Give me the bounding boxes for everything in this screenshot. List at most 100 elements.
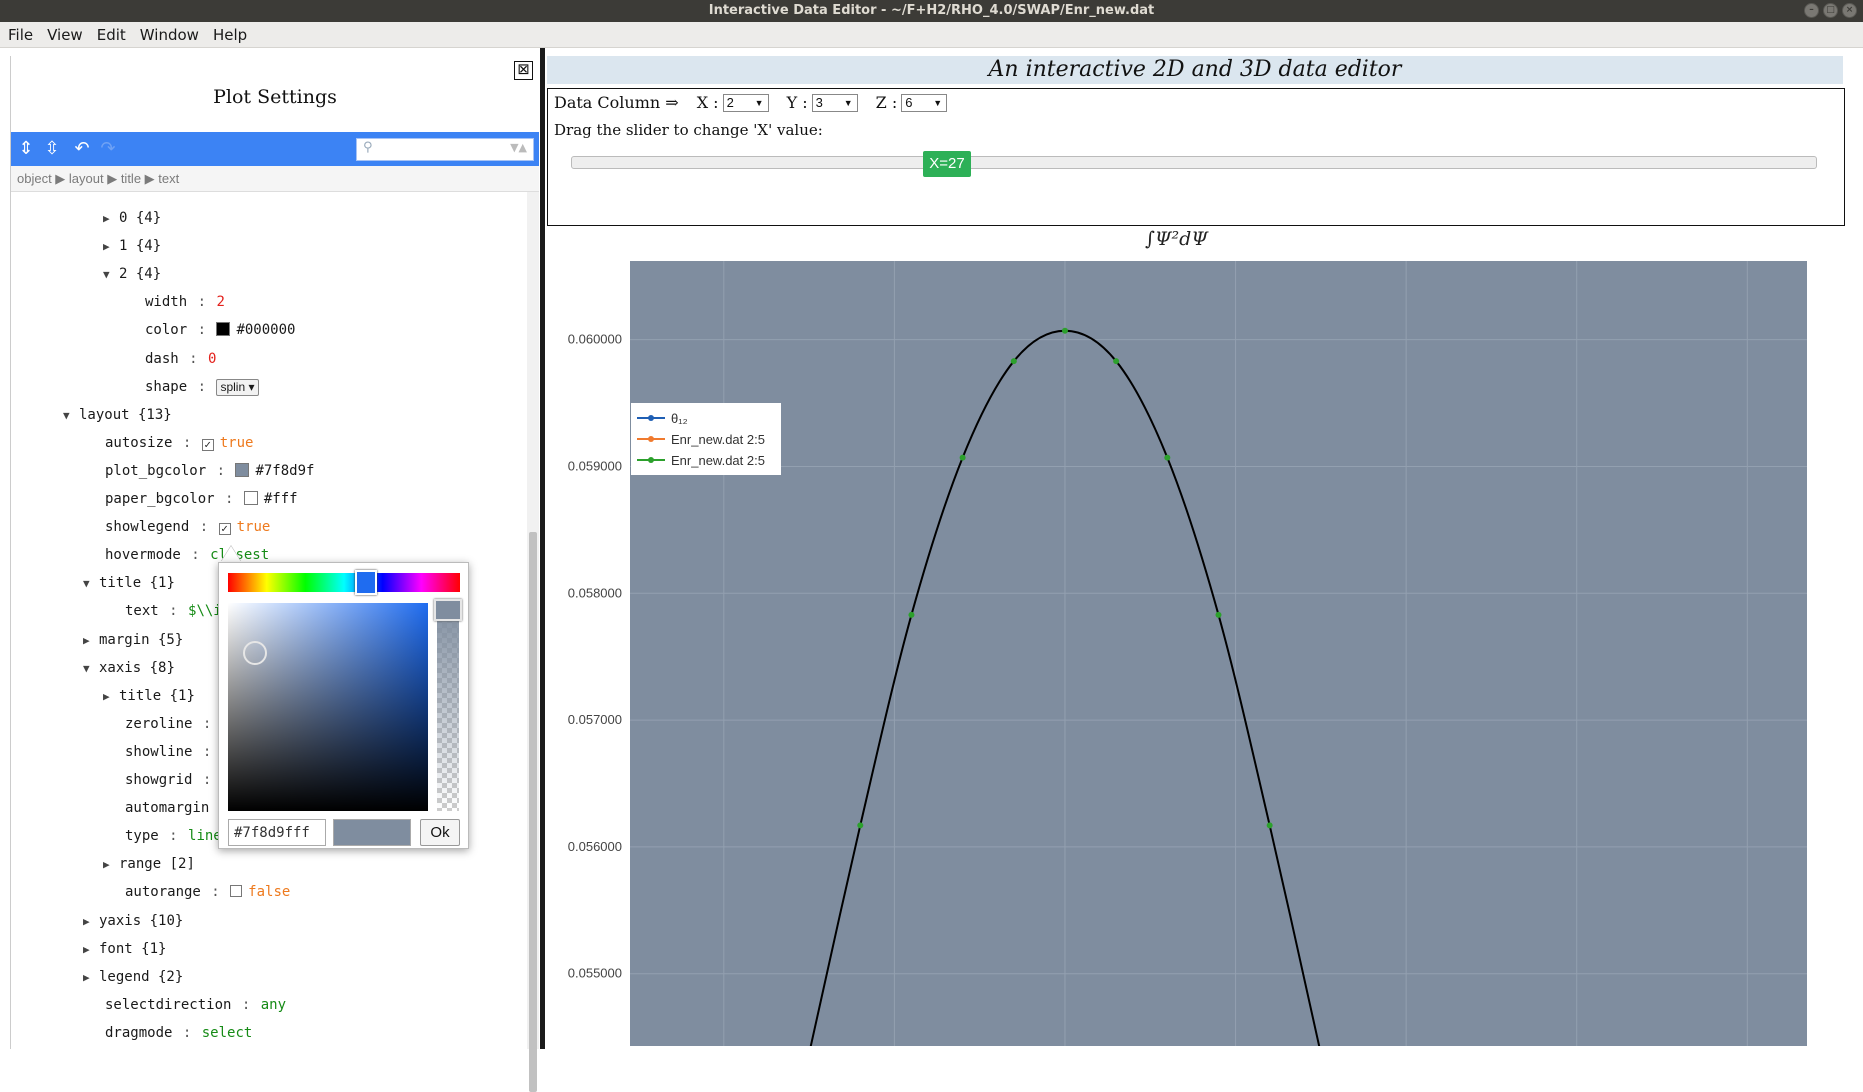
hue-handle[interactable]	[355, 570, 377, 595]
legend-marker	[648, 436, 654, 442]
tree-row-autorange[interactable]: autorange : false	[125, 884, 290, 900]
menu-view[interactable]: View	[47, 25, 83, 44]
menu-file[interactable]: File	[8, 25, 34, 44]
tree-row-shape[interactable]: shape : splin ▾	[145, 378, 259, 396]
expand-arrow-icon[interactable]: ▶	[83, 942, 90, 956]
checkbox[interactable]: ✓	[218, 523, 231, 536]
tree-count: {4}	[127, 210, 162, 226]
tree-row-color[interactable]: color : #000000	[145, 322, 295, 338]
expand-arrow-icon[interactable]: ▶	[83, 914, 90, 928]
y-column-select[interactable]: 3	[811, 93, 858, 112]
tree-key: yaxis	[99, 912, 142, 929]
expand-arrow-icon[interactable]: ▶	[103, 212, 110, 225]
tree-row-0[interactable]: ▶ 0 {4}	[103, 210, 161, 226]
tree-colon: :	[189, 294, 215, 311]
collapse-all-icon[interactable]: ⇳	[44, 138, 60, 159]
saturation-value-area[interactable]	[228, 603, 428, 811]
x-column-select[interactable]: 2	[722, 93, 769, 112]
y-tick-label: 0.056000	[568, 839, 622, 854]
menu-help[interactable]: Help	[212, 25, 248, 44]
undo-icon[interactable]: ↶	[74, 138, 90, 159]
tree-key: layout	[79, 406, 130, 423]
maximize-icon[interactable]: □	[1823, 3, 1838, 18]
tree-count: {10}	[141, 912, 184, 929]
close-panel-icon[interactable]: ⊠	[514, 61, 533, 80]
expand-arrow-icon[interactable]: ▶	[103, 689, 110, 703]
breadcrumb[interactable]: object ▶ layout ▶ title ▶ text	[11, 166, 539, 192]
tree-row-title[interactable]: ▼ title {1}	[83, 575, 175, 591]
tree-row-title[interactable]: ▶ title {1}	[103, 688, 195, 704]
expand-arrow-icon[interactable]: ▶	[83, 970, 90, 984]
saturation-handle[interactable]	[243, 641, 267, 665]
tree-key: range	[119, 856, 162, 873]
hex-color-input[interactable]	[228, 819, 326, 846]
chart-svg[interactable]: 1601701801902002102200.0550000.0560000.0…	[545, 228, 1863, 1067]
tree-row-hovermode[interactable]: hovermode : closest	[105, 547, 269, 563]
expand-arrow-icon[interactable]: ▶	[83, 633, 90, 647]
z-column-select[interactable]: 6	[901, 93, 948, 112]
x-value-slider[interactable]	[571, 156, 1817, 169]
color-swatch[interactable]	[235, 462, 250, 477]
tree-row-dragmode[interactable]: dragmode : select	[105, 1025, 252, 1041]
slider-handle[interactable]: X=27	[923, 151, 971, 177]
tree-key: 2	[119, 266, 128, 283]
minimize-icon[interactable]: –	[1804, 3, 1819, 18]
redo-icon[interactable]: ↷	[100, 138, 116, 159]
tree-row-2[interactable]: ▼ 2 {4}	[103, 266, 161, 282]
tree-scrollbar[interactable]	[527, 192, 539, 1092]
tree-key: legend	[99, 968, 150, 985]
tree-row-layout[interactable]: ▼ layout {13}	[63, 407, 172, 423]
tree-row-width[interactable]: width : 2	[145, 294, 225, 310]
y-tick-label: 0.055000	[568, 966, 622, 981]
tree-row-1[interactable]: ▶ 1 {4}	[103, 238, 161, 254]
shape-select[interactable]: splin ▾	[216, 378, 259, 396]
tree-row-range[interactable]: ▶ range [2]	[103, 856, 195, 872]
panel-divider[interactable]	[540, 48, 545, 1049]
alpha-handle[interactable]	[434, 599, 462, 621]
search-icon: ⚲	[363, 140, 373, 155]
tree-row-plot_bgcolor[interactable]: plot_bgcolor : #7f8d9f	[105, 462, 314, 479]
collapse-arrow-icon[interactable]: ▼	[83, 577, 90, 591]
search-nav-icon[interactable]: ▼▲	[510, 141, 527, 154]
expand-all-icon[interactable]: ⇕	[18, 138, 34, 159]
tree-row-showlegend[interactable]: showlegend : ✓ true	[105, 519, 271, 536]
color-swatch[interactable]	[216, 322, 231, 337]
tree-row-yaxis[interactable]: ▶ yaxis {10}	[83, 913, 183, 929]
menu-edit[interactable]: Edit	[96, 25, 126, 44]
tree-row-margin[interactable]: ▶ margin {5}	[83, 632, 183, 648]
tree-key: shape	[145, 378, 188, 395]
tree-row-dash[interactable]: dash : 0	[145, 351, 216, 367]
alpha-slider[interactable]	[437, 603, 459, 811]
checkbox[interactable]	[230, 885, 243, 898]
plot-settings-title: Plot Settings	[213, 86, 337, 108]
tree-key: font	[99, 940, 133, 957]
window-titlebar: Interactive Data Editor - ~/F+H2/RHO_4.0…	[0, 0, 1863, 22]
expand-arrow-icon[interactable]: ▶	[103, 858, 110, 872]
tree-row-autosize[interactable]: autosize : ✓ true	[105, 435, 253, 451]
color-preview	[333, 819, 411, 846]
hue-slider[interactable]	[228, 573, 460, 592]
collapse-arrow-icon[interactable]: ▼	[103, 268, 110, 282]
collapse-arrow-icon[interactable]: ▼	[63, 408, 70, 422]
tree-row-selectdirection[interactable]: selectdirection : any	[105, 997, 286, 1013]
tree-key: zeroline	[125, 715, 193, 732]
color-swatch[interactable]	[243, 491, 258, 505]
checkbox[interactable]: ✓	[201, 438, 214, 451]
tree-count: {4}	[127, 266, 162, 283]
menu-window[interactable]: Window	[139, 25, 199, 44]
tree-row-font[interactable]: ▶ font {1}	[83, 941, 166, 957]
tree-row-paper_bgcolor[interactable]: paper_bgcolor : #fff	[105, 491, 298, 507]
expand-arrow-icon[interactable]: ▶	[103, 240, 110, 254]
scrollbar-thumb[interactable]	[529, 532, 537, 1092]
legend-marker	[648, 415, 654, 421]
tree-colon: :	[180, 350, 207, 367]
close-window-icon[interactable]: ×	[1842, 3, 1857, 18]
tree-row-xaxis[interactable]: ▼ xaxis {8}	[83, 660, 175, 676]
data-column-label: Data Column ⇒	[554, 93, 679, 112]
search-input[interactable]: ⚲ ▼▲	[356, 138, 534, 161]
collapse-arrow-icon[interactable]: ▼	[83, 661, 90, 675]
tree-row-legend[interactable]: ▶ legend {2}	[83, 969, 183, 985]
tree-value: true	[219, 434, 254, 451]
tree-value: true	[236, 519, 271, 536]
ok-button[interactable]: Ok	[420, 819, 460, 846]
